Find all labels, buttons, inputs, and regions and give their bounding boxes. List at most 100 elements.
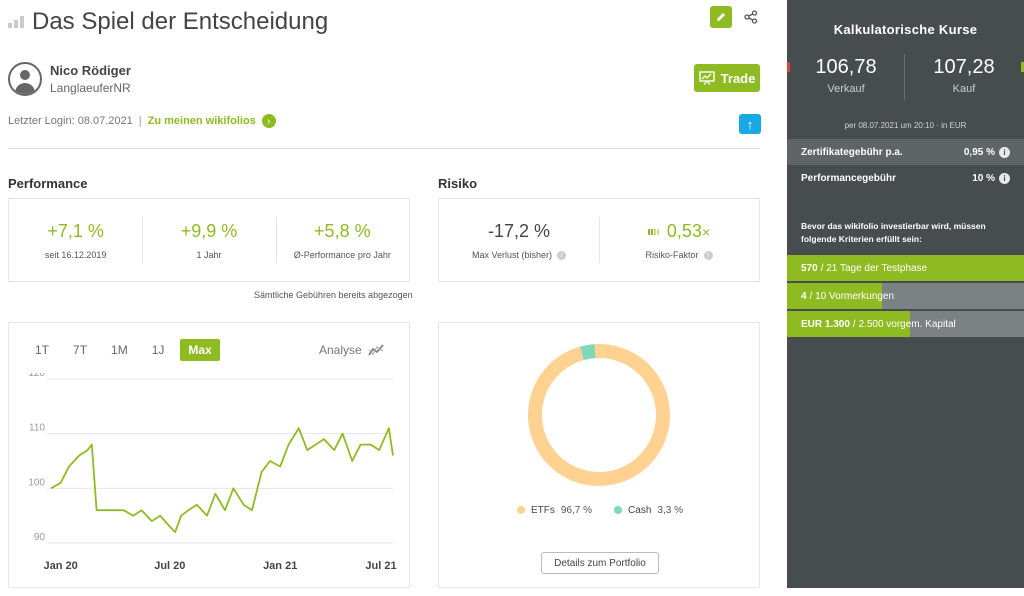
y-tick-label: 110 [29,423,45,434]
criterion-bookmarks: 4/ 10 Vormerkungen [787,283,1024,309]
criterion-text: EUR 1.300/ 2.500 vorgem. Kapital [801,311,956,337]
trade-button[interactable]: Trade [694,64,760,92]
legend-name: ETFs [531,505,555,516]
criterion-rest: / 2.500 vorgem. Kapital [852,318,956,330]
sidebar: Kalkulatorische Kurse 106,78 Verkauf 107… [787,0,1024,588]
perf-since-start: +7,1 % seit 16.12.2019 [9,199,142,281]
tab-1j[interactable]: 1J [151,343,165,357]
sell-value: 106,78 [815,56,877,78]
perf-value: +9,9 % [180,221,238,241]
tab-1t[interactable]: 1T [35,343,50,357]
user-handle: LanglaeuferNR [50,81,131,95]
risk-factor-value: 0,53 [666,221,702,241]
max-loss-label-row: Max Verlust (bisher) i [439,250,599,261]
perf-label: seit 16.12.2019 [44,250,107,260]
max-loss-label: Max Verlust (bisher) [471,250,553,260]
chart-bars-icon [8,16,24,28]
tab-max[interactable]: Max [180,339,220,361]
range-tabs: 1T 7T 1M 1J Max [27,339,228,361]
analyse-label: Analyse [319,343,362,357]
sidebar-title: Kalkulatorische Kurse [833,22,978,37]
buy-value: 107,28 [933,56,995,78]
y-tick-label: 120 [28,373,45,379]
separator: | [138,115,142,127]
sell-marker [787,62,790,72]
fees-note: Sämtliche Gebühren bereits abgezogen [254,290,413,300]
portfolio-legend: ETFs 96,7 % Cash 3,3 % [517,505,683,516]
x-tick-label: Jul 21 [365,560,396,572]
legend-item-cash: Cash 3,3 % [614,505,683,516]
user-name[interactable]: Nico Rödiger [50,63,131,78]
sell-label: Verkauf [827,83,865,95]
arrow-right-icon[interactable]: › [261,114,276,128]
perf-label: 1 Jahr [196,250,222,260]
info-icon[interactable]: i [703,251,713,261]
criterion-progress [787,311,911,337]
criterion-current: 570 [801,262,818,274]
criterion-capital: EUR 1.300/ 2.500 vorgem. Kapital [787,311,1024,337]
analyse-chart-icon [368,344,384,356]
criteria-text: Bevor das wikifolio investierbar wird, m… [801,221,986,244]
fee-value: 0,95 % [963,146,995,158]
portfolio-card: ETFs 96,7 % Cash 3,3 % Details zum Portfol… [438,322,760,588]
avatar[interactable] [8,62,42,96]
upload-button[interactable]: ↑ [739,114,761,134]
portfolio-details-button[interactable]: Details zum Portfolio [541,552,659,574]
criterion-progress [787,255,1024,281]
chart-card: 1T 7T 1M 1J Max Analyse 90 100 110 120 Jan 2… [8,322,410,588]
x-tick-label: Jul 20 [154,560,185,572]
x-tick-label: Jan 21 [263,560,297,572]
last-login-text: Letzter Login: 08.07.2021 [8,115,133,127]
criterion-rest: / 21 Tage der Testphase [820,262,928,274]
risk-card: -17,2 % Max Verlust (bisher) i 0,53× Risi… [438,198,760,282]
fee-row-certificate: Zertifikategebühr p.a. 0,95 % i [787,139,1024,165]
donut-slice-etfs[interactable] [528,344,670,486]
perf-value: +5,8 % [314,221,371,241]
fee-name: Zertifikategebühr p.a. [801,146,903,158]
my-wikifolios-link[interactable]: Zu meinen wikifolios [147,115,256,127]
y-tick-label: 100 [28,477,45,488]
tab-1m[interactable]: 1M [111,343,128,357]
fee-row-performance: Performancegebühr 10 % i [787,165,1024,191]
quote-divider [904,54,905,100]
criterion-current: 4 [801,290,807,302]
buy-quote: 107,28 Kauf [905,56,1023,95]
legend-dot-etfs [517,506,525,515]
fee-value: 10 % [972,172,995,184]
sell-quote: 106,78 Verkauf [787,56,905,95]
legend-name: Cash [628,505,652,516]
performance-card: +7,1 % seit 16.12.2019 +9,9 % 1 Jahr +5,… [8,198,410,282]
criterion-text: 4/ 10 Vormerkungen [801,283,894,309]
performance-title: Performance [8,176,88,191]
login-row: Letzter Login: 08.07.2021 | Zu meinen wi… [8,114,276,128]
quote-date: per 08.07.2021 um 20:10 · in EUR [844,121,967,130]
analyse-button[interactable]: Analyse [319,343,384,357]
share-icon [744,10,758,24]
risk-factor-label: Risiko-Faktor [645,250,699,260]
user-info: Nico Rödiger LanglaeuferNR [8,62,131,96]
edit-button[interactable] [710,6,732,28]
performance-line-chart[interactable]: 90 100 110 120 Jan 20 Jul 20 Jan 21 Jul 21 [9,373,409,583]
legend-pct: 3,3 % [657,505,683,516]
main-content: Das Spiel der Entscheidung Nico Rödiger … [8,6,762,588]
criterion-current: EUR 1.300 [801,318,850,330]
buy-label: Kauf [952,83,976,95]
share-button[interactable] [740,6,762,28]
tab-7t[interactable]: 7T [73,343,88,357]
criterion-progress [787,283,882,309]
perf-value: +7,1 % [47,221,104,241]
title-row: Das Spiel der Entscheidung [8,8,328,36]
divider [8,148,760,149]
x-tick-label: Jan 20 [43,560,77,572]
info-icon[interactable]: i [999,172,1010,184]
perf-1-year: +9,9 % 1 Jahr [142,199,275,281]
arrow-up-icon: ↑ [746,116,754,132]
criterion-test-phase: 570/ 21 Tage der Testphase [787,255,1024,281]
trade-label: Trade [720,70,756,86]
portfolio-donut-chart[interactable] [439,331,761,501]
donut-slice-cash[interactable] [580,344,596,361]
perf-avg-year: +5,8 % Ø-Performance pro Jahr [275,199,409,281]
info-icon[interactable]: i [999,146,1010,158]
y-tick-label: 90 [34,532,46,543]
info-icon[interactable]: i [557,251,567,261]
